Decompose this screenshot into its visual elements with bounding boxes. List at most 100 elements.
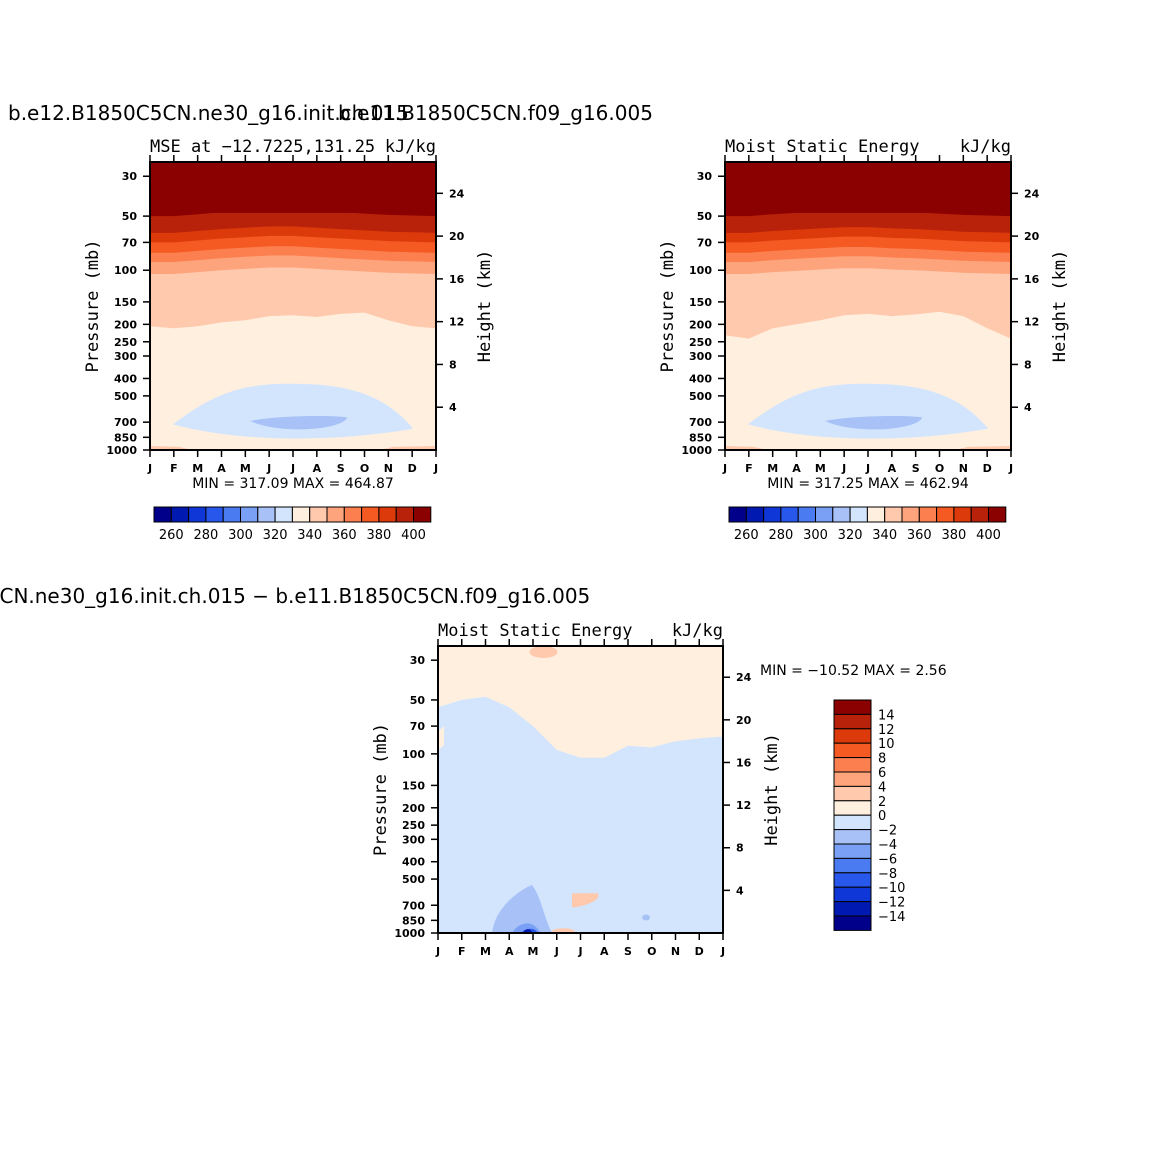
colorbar-swatch [833,800,872,816]
colorbar-swatch [170,506,190,523]
x-tick-label: J [435,945,440,958]
contour-neg2 [438,696,723,933]
colorbar-swatch [291,506,311,523]
colorbar-swatch [833,901,872,917]
contour-2 [571,893,599,908]
y-tick-label: 50 [410,694,426,707]
colorbar-swatch [326,506,345,523]
stats-text: MIN = −10.52 MAX = 2.56 [760,663,947,679]
x-tick-label: O [360,462,369,475]
y2-tick-label: 16 [736,756,752,769]
x-tick-label: N [384,462,393,475]
colorbar-label: 380 [941,528,966,543]
plot-area [725,162,1011,450]
x-tick-label: D [983,462,992,475]
y-tick-label: 400 [689,372,712,385]
colorbar-swatch [395,506,415,523]
y-tick-label: 150 [402,779,425,792]
x-tick-label: N [671,945,680,958]
contour-330-sfc [150,445,193,450]
colorbar-label: 380 [366,528,391,543]
y2-axis-label: Height (km) [1050,250,1070,363]
colorbar-swatch [309,506,328,523]
x-tick-label: J [290,462,295,475]
colorbar-swatch [378,506,397,523]
colorbar-swatch [361,506,380,523]
x-tick-label: J [841,462,846,475]
contour-300 [250,416,348,430]
colorbar-label: 300 [803,528,828,543]
stats-text: MIN = 317.25 MAX = 462.94 [767,476,969,492]
x-tick-label: M [240,462,251,475]
colorbar-label: −10 [878,881,905,896]
x-tick-label: A [792,462,801,475]
y-tick-label: 1000 [106,444,137,457]
x-tick-label: N [959,462,968,475]
colorbar-label: −4 [878,838,897,853]
colorbar-swatch [222,506,241,523]
x-tick-label: J [865,462,870,475]
y-tick-label: 500 [114,390,137,403]
y-axis-label: Pressure (mb) [658,239,678,372]
colorbar-label: 8 [878,752,886,767]
y2-axis-label: Height (km) [762,733,782,846]
y-tick-label: 50 [697,210,713,223]
colorbar-label: 340 [297,528,322,543]
y-tick-label: 400 [114,372,137,385]
x-tick-label: S [912,462,920,475]
y-tick-label: 1000 [681,444,712,457]
y2-tick-label: 24 [736,671,752,684]
contour-300 [825,416,923,430]
y-tick-label: 500 [402,873,425,886]
colorbar-swatch [901,506,920,523]
y-tick-label: 300 [689,350,712,363]
x-tick-label: M [528,945,539,958]
colorbar-swatch [257,506,276,523]
colorbar-swatch [815,506,834,523]
y2-tick-label: 16 [1024,273,1040,286]
subtitle-left: Moist Static Energy [438,621,632,641]
x-tick-label: J [554,945,559,958]
y2-tick-label: 20 [1024,230,1040,243]
colorbar-label: 2 [878,795,886,810]
colorbar-label: 360 [332,528,357,543]
x-tick-label: M [480,945,491,958]
colorbar-swatch [780,506,799,523]
colorbar-swatch [833,814,872,831]
colorbar-swatch [240,506,259,523]
colorbar-swatch [832,506,851,523]
x-tick-label: S [337,462,345,475]
chart-title: b.e12.B1850C5CN.ne30_g16.init.ch.015 [8,101,409,125]
colorbar-swatch [833,757,872,773]
y-tick-label: 850 [402,914,425,927]
y-tick-label: 700 [689,416,712,429]
y2-tick-label: 16 [449,273,465,286]
colorbar-swatch [918,506,938,523]
colorbar-label: 360 [907,528,932,543]
x-tick-label: J [1008,462,1013,475]
colorbar-label: 14 [878,708,895,723]
colorbar-swatch [797,506,817,523]
colorbar-label: −8 [878,867,897,882]
colorbar-swatch [833,872,872,888]
y-tick-label: 50 [122,210,138,223]
contour-2-sfc [551,928,576,933]
colorbar-swatch [833,857,872,874]
contour-310 [172,383,414,439]
contour-330-sfc [725,445,768,450]
contour-2-top [529,646,558,658]
contour-0 [438,726,444,750]
x-tick-label: M [815,462,826,475]
colorbar-label: 280 [193,528,218,543]
y2-tick-label: 8 [1024,358,1032,371]
y-tick-label: 30 [122,170,138,183]
colorbar-label: 10 [878,737,895,752]
subtitle-right: kJ/kg [385,137,436,157]
subtitle-left: Moist Static Energy [725,137,919,157]
y2-tick-label: 20 [449,230,465,243]
x-tick-label: O [935,462,944,475]
colorbar-label: 320 [838,528,863,543]
